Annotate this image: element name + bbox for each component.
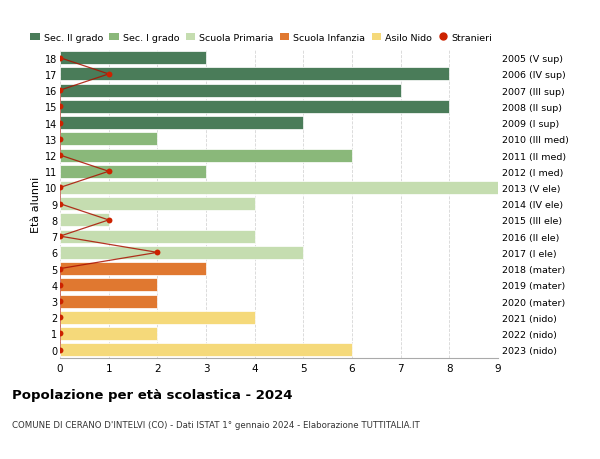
Bar [60,117,304,130]
Bar [60,279,157,291]
Y-axis label: Età alunni: Età alunni [31,176,41,232]
Point [55,233,65,241]
Bar [60,52,206,65]
Point [55,185,65,192]
Point [104,217,113,224]
Bar [60,84,401,97]
Bar [60,101,449,114]
Bar [60,343,352,356]
Point [104,168,113,175]
Point [55,103,65,111]
Point [55,346,65,353]
Text: Popolazione per età scolastica - 2024: Popolazione per età scolastica - 2024 [12,388,293,401]
Text: COMUNE DI CERANO D'INTELVI (CO) - Dati ISTAT 1° gennaio 2024 - Elaborazione TUTT: COMUNE DI CERANO D'INTELVI (CO) - Dati I… [12,420,420,429]
Point [55,201,65,208]
Bar [60,165,206,179]
Bar [60,182,498,195]
Point [55,87,65,95]
Bar [60,246,304,259]
Point [55,330,65,337]
Bar [60,133,157,146]
Point [55,281,65,289]
Bar [60,295,157,308]
Point [104,71,113,78]
Point [55,314,65,321]
Point [55,152,65,159]
Legend: Sec. II grado, Sec. I grado, Scuola Primaria, Scuola Infanzia, Asilo Nido, Stran: Sec. II grado, Sec. I grado, Scuola Prim… [31,34,493,43]
Bar [60,263,206,275]
Bar [60,198,254,211]
Bar [60,311,254,324]
Bar [60,230,254,243]
Point [55,298,65,305]
Bar [60,68,449,81]
Point [55,55,65,62]
Point [55,120,65,127]
Point [55,136,65,143]
Bar [60,149,352,162]
Bar [60,214,109,227]
Point [55,265,65,273]
Bar [60,327,157,340]
Point [152,249,162,257]
